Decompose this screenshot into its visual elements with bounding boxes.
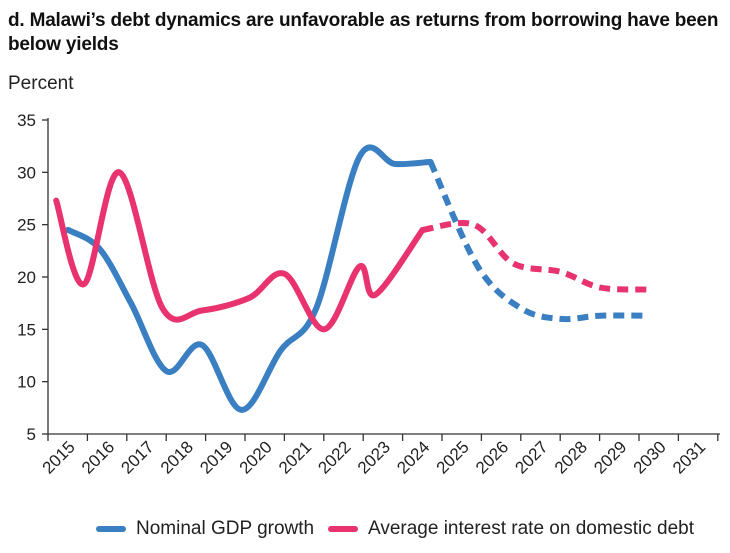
series-line-gdp-historical bbox=[65, 144, 434, 413]
series-layer bbox=[53, 144, 648, 413]
x-tick-label: 2021 bbox=[275, 437, 315, 477]
y-tick-label: 10 bbox=[17, 373, 36, 392]
x-tick-label: 2018 bbox=[157, 437, 197, 477]
x-tick-label: 2025 bbox=[433, 437, 473, 477]
y-tick-label: 35 bbox=[17, 111, 36, 130]
series-line-gdp-projection bbox=[427, 160, 648, 323]
x-tick-label: 2023 bbox=[354, 437, 394, 477]
y-tick-label: 5 bbox=[27, 425, 36, 444]
series-line-interest-historical bbox=[53, 169, 426, 333]
x-tick-label: 2024 bbox=[393, 437, 433, 477]
x-tick-label: 2026 bbox=[472, 437, 512, 477]
legend-label-interest: Average interest rate on domestic debt bbox=[368, 518, 695, 539]
x-tick-label: 2019 bbox=[196, 437, 236, 477]
x-tick-label: 2017 bbox=[117, 437, 157, 477]
x-tick-label: 2027 bbox=[511, 437, 551, 477]
x-tick-label: 2029 bbox=[590, 437, 630, 477]
y-tick-label: 15 bbox=[17, 320, 36, 339]
series-line-interest-projection bbox=[422, 220, 648, 293]
chart-title: d. Malawi’s debt dynamics are unfavorabl… bbox=[8, 10, 719, 55]
y-axis-label: Percent bbox=[8, 73, 74, 94]
legend-swatch-gdp bbox=[96, 526, 126, 532]
y-tick-label: 30 bbox=[17, 163, 36, 182]
x-tick-label: 2031 bbox=[669, 437, 709, 477]
x-tick-label: 2015 bbox=[39, 437, 79, 477]
x-tick-label: 2020 bbox=[236, 437, 276, 477]
legend-item-interest: Average interest rate on domestic debt bbox=[328, 518, 694, 540]
x-tick-label: 2028 bbox=[551, 437, 591, 477]
x-tick-label: 2022 bbox=[314, 437, 354, 477]
y-tick-label: 20 bbox=[17, 268, 36, 287]
x-tick-label: 2030 bbox=[630, 437, 670, 477]
x-tick-label: 2016 bbox=[78, 437, 118, 477]
legend-swatch-interest bbox=[328, 526, 358, 532]
legend-item-gdp: Nominal GDP growth bbox=[96, 518, 314, 540]
y-tick-label: 25 bbox=[17, 216, 36, 235]
legend-label-gdp: Nominal GDP growth bbox=[136, 518, 315, 539]
